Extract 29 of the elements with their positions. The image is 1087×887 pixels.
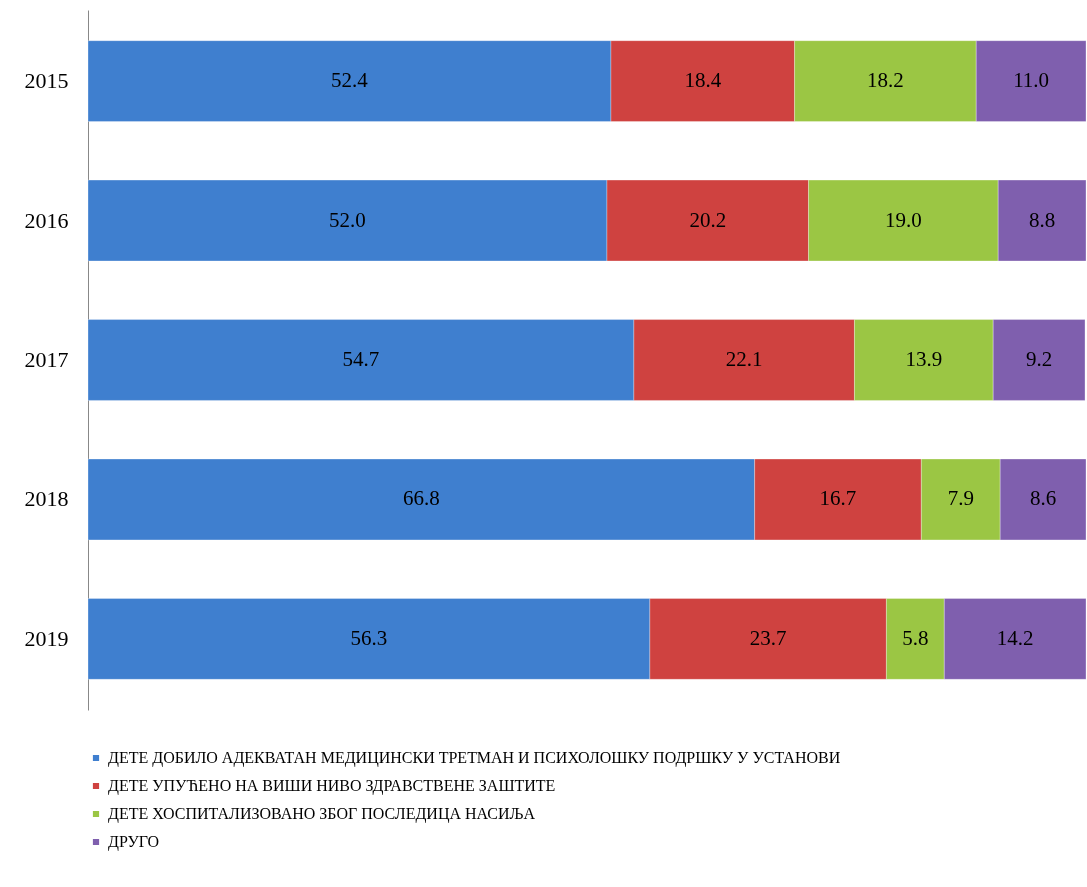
y-tick-label: 2015 [24,68,69,94]
data-label: 66.8 [402,486,440,511]
data-label: 7.9 [947,486,974,511]
data-label: 20.2 [689,207,727,232]
y-tick-label: 2019 [24,625,69,651]
data-label: 13.9 [905,347,943,371]
legend-label: ДЕТЕ ДОБИЛО АДЕКВАТАН МЕДИЦИНСКИ ТРЕТМАН И ПСИХОЛОШКУ ПОДРШКУ У УСТАНОВИ [108,749,841,767]
data-label: 14.2 [996,625,1034,650]
data-label: 18.2 [867,68,904,93]
legend-label: ДРУГО [108,833,160,851]
data-label: 52.4 [331,68,369,93]
data-label: 8.6 [1029,486,1057,511]
y-tick-label: 2016 [24,207,69,233]
legend-label: ДЕТЕ УПУЋЕНО НА ВИШИ НИВО ЗДРАВСТВЕНЕ ЗАШТИТЕ [108,777,556,795]
data-label: 52.0 [329,207,366,232]
data-label: 9.2 [1025,347,1053,371]
data-label: 8.8 [1028,207,1056,232]
y-tick-label: 2017 [24,347,69,372]
data-label: 18.4 [684,68,722,93]
data-label: 11.0 [1013,68,1050,93]
data-label: 16.7 [819,486,857,511]
data-label: 19.0 [884,207,922,232]
legend-label: ДЕТЕ ХОСПИТАЛИЗОВАНО ЗБОГ ПОСЛЕДИЦА НАСИЉА [108,805,536,823]
data-label: 22.1 [725,347,763,371]
y-tick-label: 2018 [24,486,69,512]
data-label: 54.7 [342,347,380,371]
data-label: 23.7 [749,625,787,650]
data-label: 56.3 [350,625,388,650]
data-label: 5.8 [902,625,929,650]
